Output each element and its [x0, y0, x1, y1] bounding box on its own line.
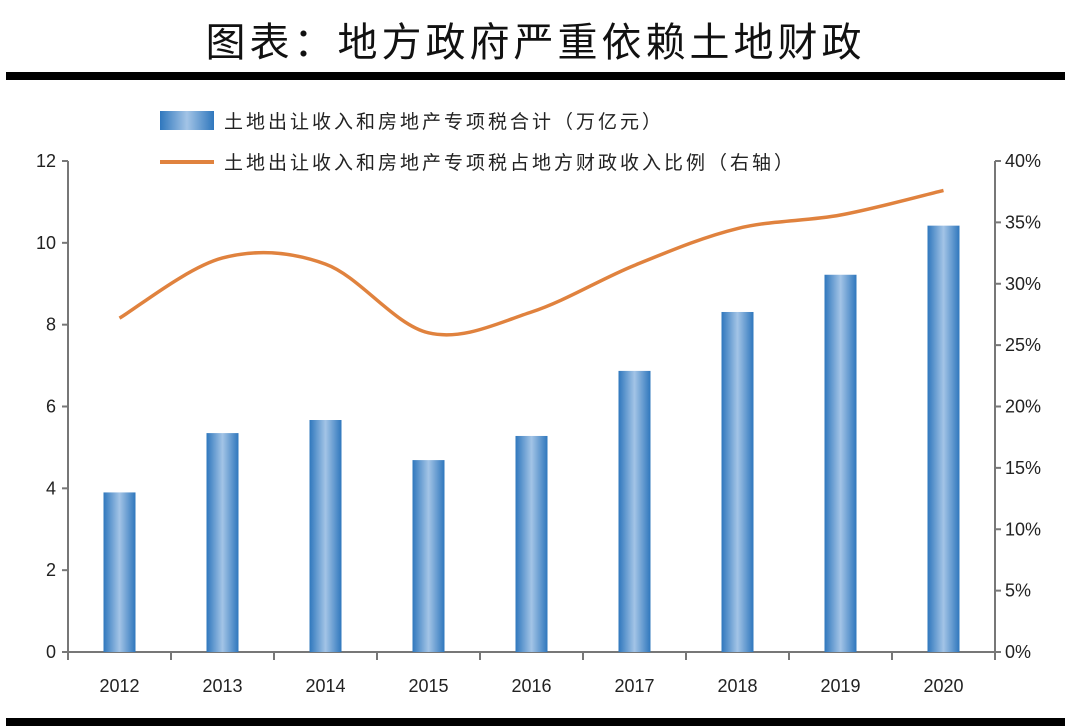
bar-2016	[515, 435, 548, 652]
bar-2020	[927, 225, 960, 653]
right-tick-label: 0%	[1005, 642, 1031, 662]
legend: 土地出让收入和房地产专项税合计（万亿元） 土地出让收入和房地产专项税占地方财政收…	[160, 111, 796, 174]
left-tick-label: 12	[36, 151, 56, 171]
right-tick-label: 40%	[1005, 151, 1041, 171]
chart-title: 图表：地方政府严重依赖土地财政	[205, 20, 866, 66]
bar-2014	[309, 420, 342, 652]
right-tick-label: 25%	[1005, 335, 1041, 355]
bar-2017	[618, 370, 651, 652]
x-tick-label: 2014	[305, 676, 345, 696]
x-tick-label: 2020	[923, 676, 963, 696]
left-tick-label: 10	[36, 233, 56, 253]
x-tick-label: 2015	[408, 676, 448, 696]
left-tick-label: 6	[46, 397, 56, 417]
ratio-line	[118, 188, 944, 337]
right-tick-label: 5%	[1005, 581, 1031, 601]
top-divider	[6, 72, 1065, 80]
right-tick-label: 15%	[1005, 458, 1041, 478]
x-tick-label: 2018	[717, 676, 757, 696]
x-tick-label: 2016	[511, 676, 551, 696]
left-tick-label: 4	[46, 478, 56, 498]
bottom-divider	[6, 718, 1065, 726]
left-tick-label: 8	[46, 315, 56, 335]
x-tick-label: 2019	[820, 676, 860, 696]
right-tick-label: 30%	[1005, 274, 1041, 294]
right-tick-label: 10%	[1005, 519, 1041, 539]
legend-bar-swatch	[160, 111, 214, 130]
bar-2019	[824, 274, 857, 652]
right-tick-label: 35%	[1005, 212, 1041, 232]
x-tick-label: 2017	[614, 676, 654, 696]
bar-2018	[721, 311, 754, 652]
bar-2012	[103, 492, 136, 652]
legend-line-label: 土地出让收入和房地产专项税占地方财政收入比例（右轴）	[224, 152, 796, 174]
left-tick-label: 0	[46, 642, 56, 662]
legend-bar-label: 土地出让收入和房地产专项税合计（万亿元）	[224, 111, 664, 133]
x-tick-label: 2013	[202, 676, 242, 696]
x-tick-label: 2012	[99, 676, 139, 696]
bar-2013	[206, 433, 239, 652]
left-tick-label: 2	[46, 560, 56, 580]
right-tick-label: 20%	[1005, 397, 1041, 417]
bar-2015	[412, 460, 445, 652]
